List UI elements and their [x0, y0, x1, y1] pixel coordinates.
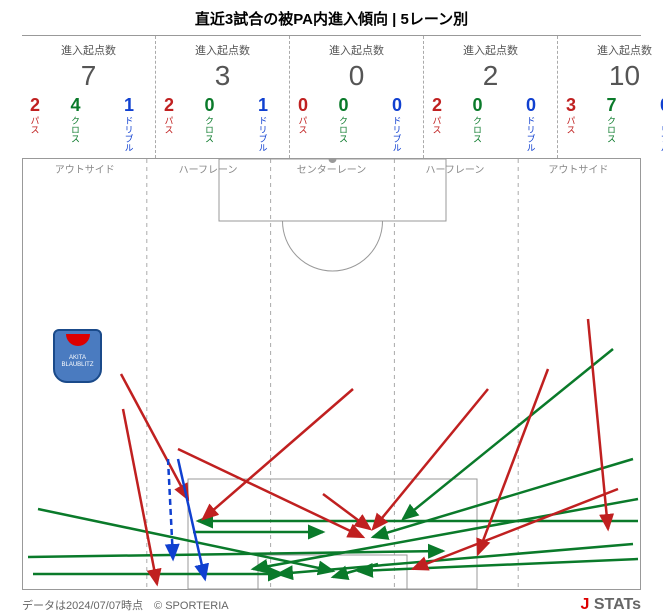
- badge-text-2: BLAUBLITZ: [61, 362, 93, 369]
- lane-sub-0: 3パス: [558, 96, 584, 152]
- lane-header: 進入起点数: [290, 42, 423, 58]
- pitch-diagram: アウトサイドハーフレーンセンターレーンハーフレーンアウトサイド AKITA BL…: [22, 159, 641, 590]
- lane-header: 進入起点数: [22, 42, 155, 58]
- lane-4: 進入起点数 10 3パス 7クロス 0ドリブル: [558, 36, 663, 158]
- lane-total: 3: [156, 60, 289, 92]
- lane-total: 7: [22, 60, 155, 92]
- lane-sub-1: 0クロス: [458, 96, 497, 152]
- lane-stats-row: 進入起点数72パス4クロス1ドリブル進入起点数32パス0クロス1ドリブル進入起点…: [22, 35, 641, 159]
- lane-header: 進入起点数: [424, 42, 557, 58]
- lane-total: 0: [290, 60, 423, 92]
- lane-sub-1: 7クロス: [592, 96, 631, 152]
- lane-sub-0: 2パス: [156, 96, 182, 152]
- lane-3: 進入起点数 2 2パス 0クロス0ドリブル: [424, 36, 558, 158]
- lane-sub-0: 2パス: [22, 96, 48, 152]
- lane-1: 進入起点数 3 2パス 0クロス1ドリブル: [156, 36, 290, 158]
- lane-sub-2: 0ドリブル: [371, 96, 423, 152]
- lane-sub-0: 2パス: [424, 96, 450, 152]
- lane-sub-0: 0パス: [290, 96, 316, 152]
- lane-header: 進入起点数: [558, 42, 663, 58]
- lane-total: 2: [424, 60, 557, 92]
- chart-title: 直近3試合の被PA内進入傾向 | 5レーン別: [0, 0, 663, 35]
- lane-sub-1: 0クロス: [324, 96, 363, 152]
- lane-header: 進入起点数: [156, 42, 289, 58]
- lane-sub-1: 0クロス: [190, 96, 229, 152]
- jstats-logo: J STATs: [581, 596, 641, 614]
- lane-0: 進入起点数 7 2パス 4クロス1ドリブル: [22, 36, 156, 158]
- lane-sub-1: 4クロス: [56, 96, 95, 152]
- lane-total: 10: [558, 60, 663, 92]
- lane-sub-2: 1ドリブル: [237, 96, 289, 152]
- team-badge: AKITA BLAUBLITZ: [53, 329, 102, 383]
- lane-sub-2: 1ドリブル: [103, 96, 155, 152]
- lane-2: 進入起点数 0 0パス 0クロス0ドリブル: [290, 36, 424, 158]
- lane-sub-2: 0ドリブル: [639, 96, 663, 152]
- badge-text-1: AKITA: [69, 355, 86, 362]
- footer: データは2024/07/07時点 © SPORTERIA J STATs: [22, 596, 641, 614]
- lane-sub-2: 0ドリブル: [505, 96, 557, 152]
